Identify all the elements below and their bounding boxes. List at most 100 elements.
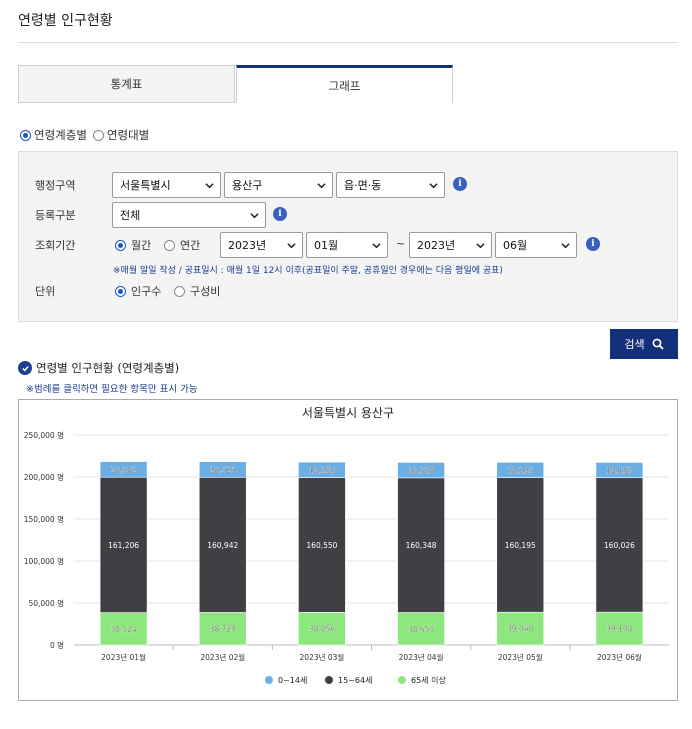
end-month-value: 06월 bbox=[503, 239, 528, 252]
data-label: 160,026 bbox=[604, 541, 635, 550]
radio-population-dot[interactable] bbox=[115, 285, 126, 297]
start-year-value: 2023년 bbox=[228, 239, 267, 252]
info-icon[interactable]: i bbox=[273, 207, 287, 221]
start-year-select[interactable]: 2023년 bbox=[220, 232, 303, 258]
radio-monthly-label: 월간 bbox=[131, 239, 152, 252]
y-tick-label: 250,000 명 bbox=[24, 430, 64, 440]
bar-segment bbox=[496, 611, 545, 646]
y-tick-label: 50,000 명 bbox=[28, 598, 64, 608]
y-tick-label: 150,000 명 bbox=[24, 514, 64, 524]
info-icon[interactable]: i bbox=[453, 177, 467, 191]
dong-select-value: 읍·면·동 bbox=[344, 179, 382, 192]
register-label: 등록구분 bbox=[35, 209, 76, 222]
x-tick-label: 2023년 04월 bbox=[399, 652, 444, 662]
radio-population-label: 인구수 bbox=[131, 285, 162, 298]
tab-graph[interactable]: 그래프 bbox=[236, 65, 453, 103]
y-tick-label: 200,000 명 bbox=[24, 472, 64, 482]
radio-monthly-dot[interactable] bbox=[115, 239, 126, 251]
tab-table[interactable]: 통계표 bbox=[18, 65, 235, 103]
chevron-down-icon bbox=[205, 183, 214, 189]
period-label: 조회기간 bbox=[35, 239, 76, 252]
radio-ratio-label: 구성비 bbox=[190, 285, 221, 298]
chart-container: 서울특별시 용산구 0 명 50,000 명 100,000 명 150,000 명 20… bbox=[18, 399, 678, 701]
radio-yearly-label: 연간 bbox=[180, 239, 201, 252]
x-tick-label: 2023년 02월 bbox=[200, 652, 245, 662]
radio-yearly[interactable]: 연간 bbox=[164, 237, 200, 253]
sido-select-value: 서울특별시 bbox=[120, 179, 171, 192]
radio-age-group-dot[interactable] bbox=[20, 129, 31, 141]
check-circle-icon bbox=[18, 361, 32, 375]
sigungu-select[interactable]: 용산구 bbox=[224, 172, 333, 198]
search-button-label: 검색 bbox=[624, 338, 645, 351]
x-tick-label: 2023년 03월 bbox=[300, 652, 345, 662]
bar-segment bbox=[397, 612, 445, 646]
radio-age-group-label: 연령계층별 bbox=[34, 128, 87, 142]
bar-segment bbox=[397, 462, 445, 479]
register-select[interactable]: 전체 bbox=[112, 202, 266, 228]
population-chart: 서울특별시 용산구 0 명 50,000 명 100,000 명 150,000 명 20… bbox=[24, 406, 669, 685]
period-tilde: ~ bbox=[396, 237, 406, 250]
radio-population[interactable]: 인구수 bbox=[115, 283, 161, 299]
filter-panel: 행정구역 서울특별시 용산구 읍·면·동 i 등록구분 전체 i 조회기간 월간… bbox=[18, 151, 678, 322]
radio-monthly[interactable]: 월간 bbox=[115, 237, 151, 253]
bar-segment bbox=[99, 461, 148, 478]
view-mode-radio-group: 연령계층별 연령대별 bbox=[20, 127, 155, 143]
radio-ratio-dot[interactable] bbox=[174, 285, 185, 297]
radio-ratio[interactable]: 구성비 bbox=[174, 283, 220, 299]
bar-segment bbox=[198, 612, 247, 646]
radio-age-group[interactable]: 연령계층별 bbox=[20, 127, 87, 143]
period-note: ※매월 말일 작성 / 공표일시 : 매월 1일 12시 이후(공표일이 주말,… bbox=[113, 266, 503, 276]
radio-age-decade-label: 연령대별 bbox=[106, 128, 150, 142]
search-icon bbox=[652, 338, 664, 350]
data-label: 38,524 bbox=[110, 625, 136, 634]
radio-age-decade[interactable]: 연령대별 bbox=[92, 127, 150, 143]
y-tick-label: 100,000 명 bbox=[24, 556, 64, 566]
data-label: 38,655 bbox=[408, 625, 434, 634]
region-label: 행정구역 bbox=[35, 179, 76, 192]
start-month-value: 01월 bbox=[314, 239, 339, 252]
bar-segment bbox=[198, 476, 247, 613]
bar-segment bbox=[595, 611, 644, 646]
bar-segment bbox=[298, 477, 346, 613]
bar-segment bbox=[99, 612, 148, 646]
dong-select[interactable]: 읍·면·동 bbox=[336, 172, 445, 198]
sigungu-select-value: 용산구 bbox=[232, 179, 263, 192]
search-button[interactable]: 검색 bbox=[610, 329, 678, 359]
data-label: 18,350 bbox=[309, 466, 335, 475]
bar-segment bbox=[595, 462, 644, 479]
x-tick-label: 2023년 05월 bbox=[498, 652, 543, 662]
chevron-down-icon bbox=[429, 183, 438, 189]
radio-yearly-dot[interactable] bbox=[164, 239, 175, 251]
radio-age-decade-dot[interactable] bbox=[92, 129, 104, 141]
data-label: 160,195 bbox=[505, 541, 536, 550]
page-title: 연령별 인구현황 bbox=[18, 13, 113, 29]
data-label: 18,295 bbox=[507, 466, 533, 475]
info-icon[interactable]: i bbox=[586, 237, 600, 251]
data-label: 160,942 bbox=[207, 541, 238, 550]
y-tick-label: 0 명 bbox=[50, 640, 64, 650]
start-month-select[interactable]: 01월 bbox=[306, 232, 388, 258]
x-tick-label: 2023년 01월 bbox=[101, 652, 146, 662]
sido-select[interactable]: 서울특별시 bbox=[112, 172, 221, 198]
end-year-select[interactable]: 2023년 bbox=[409, 232, 492, 258]
data-label: 18,582 bbox=[110, 465, 136, 474]
chart-title: 서울특별시 용산구 bbox=[302, 406, 394, 420]
data-label: 38,856 bbox=[309, 625, 335, 634]
section-title: 연령별 인구현황 (연령계층별) bbox=[36, 361, 180, 375]
data-label: 39,048 bbox=[507, 625, 533, 634]
end-month-select[interactable]: 06월 bbox=[495, 232, 577, 258]
legend-item: 0~14세 bbox=[278, 676, 307, 685]
bar-segment bbox=[99, 476, 148, 613]
chevron-down-icon bbox=[250, 213, 259, 219]
legend-note: ※범례를 클릭하면 필요한 항목만 표시 가능 bbox=[26, 384, 198, 395]
legend-item: 15~64세 bbox=[338, 676, 372, 685]
legend-item: 65세 이상 bbox=[411, 675, 446, 685]
legend-marker bbox=[325, 676, 333, 684]
chevron-down-icon bbox=[287, 243, 296, 249]
unit-label: 단위 bbox=[35, 285, 56, 298]
bar-segment bbox=[595, 477, 644, 613]
section-heading: 연령별 인구현황 (연령계층별) bbox=[18, 360, 179, 376]
chevron-down-icon bbox=[372, 243, 381, 249]
register-select-value: 전체 bbox=[120, 209, 141, 222]
data-label: 18,328 bbox=[408, 466, 434, 475]
